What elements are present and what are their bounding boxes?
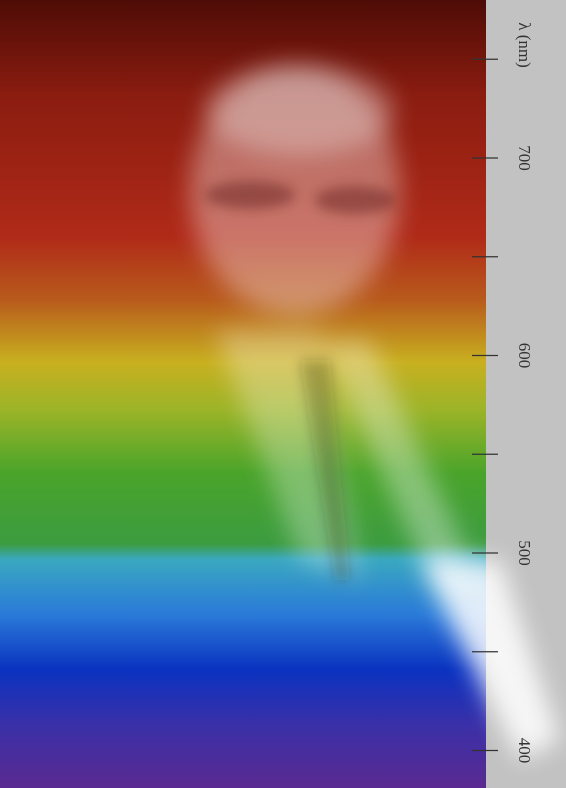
- tick-label: 700: [515, 145, 534, 171]
- tick-label: 500: [515, 540, 534, 566]
- axis: 400 500 600 700: [472, 58, 534, 764]
- tick-label: 600: [515, 343, 534, 369]
- portrait-shadows: [205, 181, 395, 580]
- axis-label: λ (nm): [515, 22, 534, 68]
- tick-label: 400: [515, 738, 534, 764]
